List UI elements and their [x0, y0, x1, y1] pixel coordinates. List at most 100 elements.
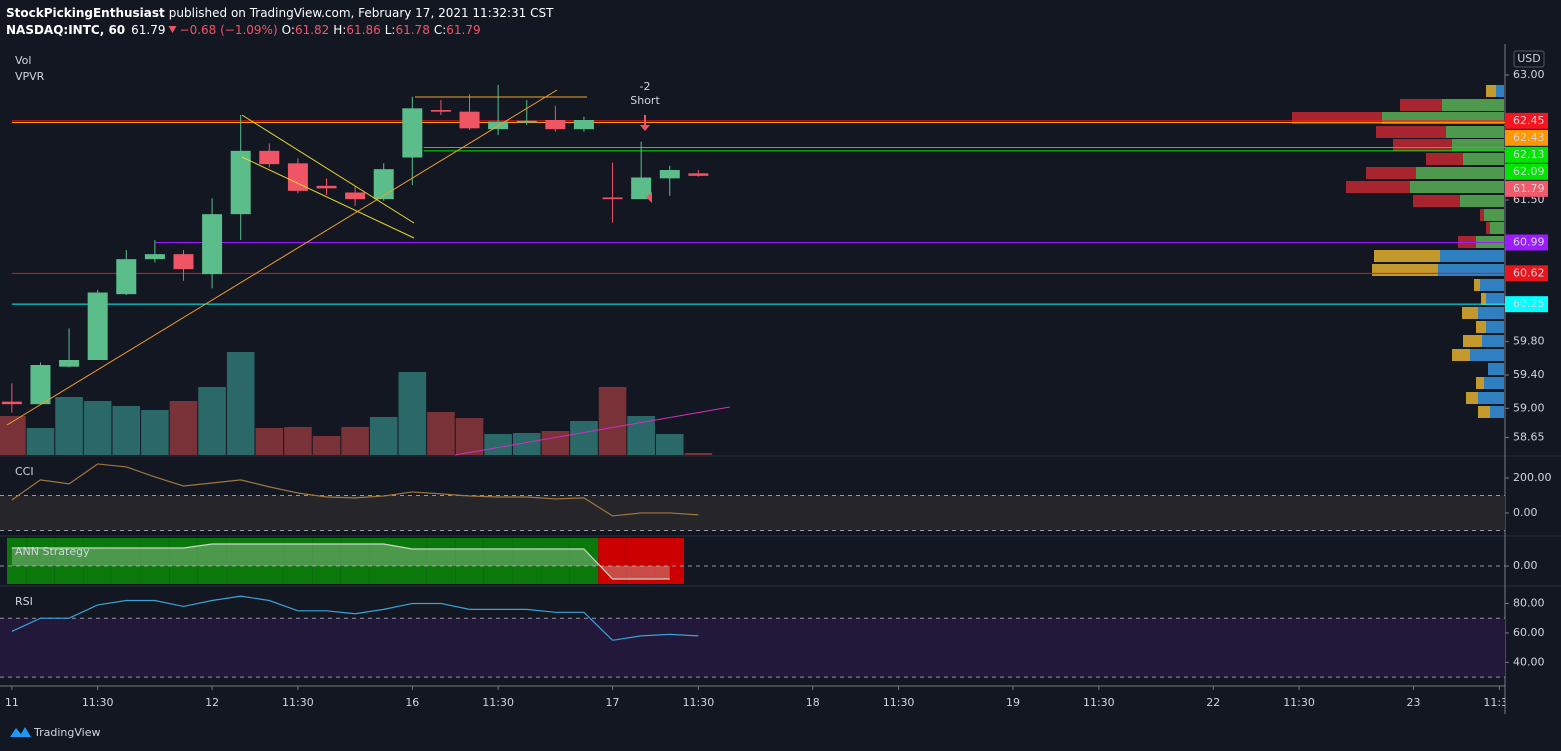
- h-value: 61.86: [346, 23, 380, 37]
- volume-bar: [627, 416, 655, 455]
- volume-bar: [141, 410, 169, 455]
- candle-body: [202, 214, 223, 275]
- symbol: NASDAQ:INTC, 60: [6, 23, 125, 37]
- x-tick-label: 16: [405, 696, 419, 709]
- x-tick-label: 12: [205, 696, 219, 709]
- candle-body: [87, 292, 108, 360]
- volume-bar: [226, 352, 255, 455]
- price-label: 62.13: [1513, 148, 1545, 161]
- published: published on TradingView.com, February 1…: [169, 6, 554, 20]
- signal-background: [569, 538, 599, 584]
- y-tick-label: 0.00: [1513, 559, 1538, 572]
- price-label-box: [1505, 180, 1548, 197]
- x-tick-label: 11:30: [482, 696, 514, 709]
- price-label-box: [1505, 163, 1548, 180]
- h-label: H:: [333, 23, 346, 37]
- vpvr-label: VPVR: [15, 70, 45, 83]
- volume-bar: [570, 421, 598, 455]
- signal-background: [54, 538, 84, 584]
- y-tick-label: 59.40: [1513, 368, 1545, 381]
- indicator-line: [11, 595, 699, 641]
- price-label: 60.99: [1513, 236, 1545, 249]
- price-label-box: [1505, 129, 1548, 146]
- y-tick-label: 200.00: [1513, 471, 1552, 484]
- signal-background: [626, 538, 656, 584]
- volume-bar: [312, 436, 341, 455]
- vol-label: Vol: [15, 54, 31, 67]
- price-label-box: [1505, 234, 1548, 251]
- o-label: O:: [282, 23, 295, 37]
- candle-body: [688, 173, 709, 176]
- candle-body: [659, 170, 680, 179]
- price-label: 61.79: [1513, 182, 1545, 195]
- volume-bar: [83, 401, 112, 455]
- signal-background: [169, 538, 198, 584]
- price-label: 60.25: [1513, 297, 1545, 310]
- candle-body: [116, 259, 137, 295]
- drawings: [6, 89, 731, 456]
- candle-body: [631, 177, 652, 200]
- signal-background: [455, 538, 484, 584]
- price-label-box: [1505, 265, 1548, 282]
- pane-title: CCI: [15, 465, 34, 478]
- candle-body: [230, 150, 251, 215]
- signal-background: [512, 538, 542, 584]
- x-tick-label: 11: [5, 696, 19, 709]
- panes: [0, 44, 1561, 714]
- author: StockPickingEnthusiast: [6, 6, 165, 20]
- signal-background: [283, 538, 313, 584]
- y-tick-label: 80.00: [1513, 596, 1545, 609]
- candle-body: [345, 192, 366, 200]
- signal-background: [140, 538, 170, 584]
- l-label: L:: [385, 23, 396, 37]
- annotation-label: Short: [630, 94, 660, 107]
- brand-logo: [10, 727, 31, 737]
- candle-body: [316, 185, 337, 189]
- band: [0, 618, 1505, 678]
- signal-background: [7, 538, 27, 584]
- signal-background: [541, 538, 570, 584]
- pane-title: RSI: [15, 595, 33, 608]
- price-label: 62.43: [1513, 131, 1545, 144]
- price-label: 60.62: [1513, 266, 1545, 279]
- signal-area: [11, 544, 670, 579]
- volume-bar: [398, 372, 427, 455]
- candle-body: [545, 120, 566, 130]
- x-tick-label: 11:30: [1483, 696, 1515, 709]
- pane-title: ANN Strategy: [15, 545, 90, 558]
- y-tick-label: 59.00: [1513, 401, 1545, 414]
- candle-body: [173, 254, 194, 270]
- signal-background: [398, 538, 427, 584]
- x-tick-label: 11:30: [282, 696, 314, 709]
- x-tick-label: 19: [1006, 696, 1020, 709]
- last: 61.79: [131, 23, 165, 37]
- volume-bar: [112, 406, 141, 455]
- candle-body: [430, 110, 451, 112]
- signal-background: [111, 538, 141, 584]
- annotation-text: -2: [640, 80, 651, 93]
- currency-box: [1513, 50, 1545, 68]
- volume-bar: [0, 416, 26, 455]
- candle-body: [516, 120, 537, 123]
- volume-bar: [198, 387, 226, 455]
- signal-background: [483, 538, 513, 584]
- candle-body: [259, 150, 280, 165]
- symbol-line: NASDAQ:INTC, 60 61.79 −0.68 (−1.09%) O:61.8…: [6, 23, 481, 37]
- x-tick-label: 11:30: [1283, 696, 1315, 709]
- price-label-box: [1505, 296, 1548, 313]
- c-label: C:: [434, 23, 446, 37]
- volume-bar: [55, 397, 83, 455]
- band: [0, 495, 1505, 531]
- candle-body: [30, 365, 51, 405]
- x-tick-label: 11:30: [82, 696, 114, 709]
- candle-body: [59, 360, 80, 367]
- currency: USD: [1517, 52, 1541, 65]
- volume-bar: [512, 433, 541, 455]
- candle-body: [144, 254, 165, 260]
- c-value: 61.79: [446, 23, 480, 37]
- brand: TradingView: [33, 726, 100, 739]
- x-tick-label: 18: [806, 696, 820, 709]
- x-tick-label: 11:30: [683, 696, 715, 709]
- volume-profile: [1292, 85, 1504, 418]
